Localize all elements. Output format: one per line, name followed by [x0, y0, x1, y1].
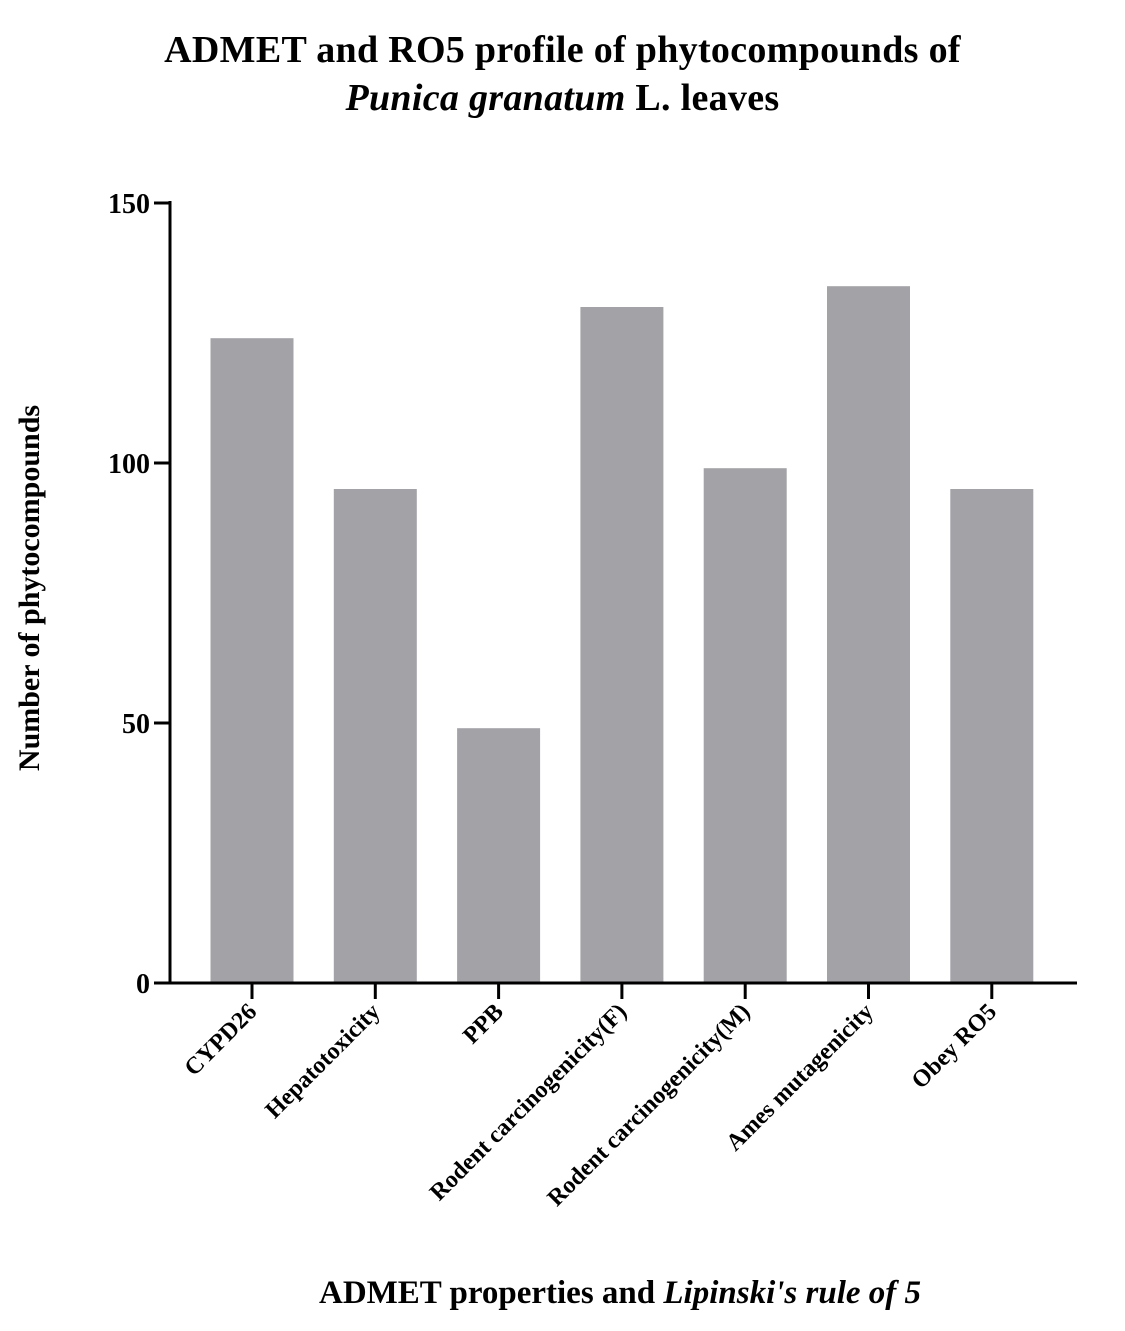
x-axis-title-text: ADMET properties and	[318, 1275, 664, 1311]
y-tick-label-150: 150	[108, 189, 150, 220]
x-tick-label-6: Obey RO5	[907, 999, 1002, 1094]
chart-title-line2: Punica granatum L. leaves	[0, 76, 1125, 120]
bar-4	[703, 468, 787, 983]
x-tick-label-4: Rodent carcinogenicity(M)	[543, 999, 756, 1212]
chart-title-line1: ADMET and RO5 profile of phytocompounds …	[164, 29, 961, 71]
bar-3	[580, 307, 664, 983]
x-tick-label-2: PPB	[458, 999, 508, 1049]
y-tick-label-100: 100	[108, 449, 150, 480]
x-tick-label-3: Rodent carcinogenicity(F)	[425, 999, 632, 1206]
chart-title-species: Punica granatum	[345, 77, 626, 119]
bar-0	[210, 338, 294, 983]
x-tick-label-0: CYPD26	[180, 999, 262, 1081]
chart-title-suffix: L. leaves	[625, 77, 780, 119]
x-axis-title: ADMET properties and Lipinski's rule of …	[0, 1275, 1125, 1312]
bar-2	[457, 728, 541, 983]
y-tick-label-50: 50	[122, 709, 150, 740]
bar-1	[333, 489, 417, 983]
bar-6	[950, 489, 1034, 983]
x-tick-label-1: Hepatotoxicity	[261, 999, 386, 1124]
x-axis-title-italic: Lipinski's rule of 5	[663, 1275, 921, 1311]
y-tick-label-0: 0	[136, 969, 150, 1000]
bar-5	[827, 286, 910, 983]
